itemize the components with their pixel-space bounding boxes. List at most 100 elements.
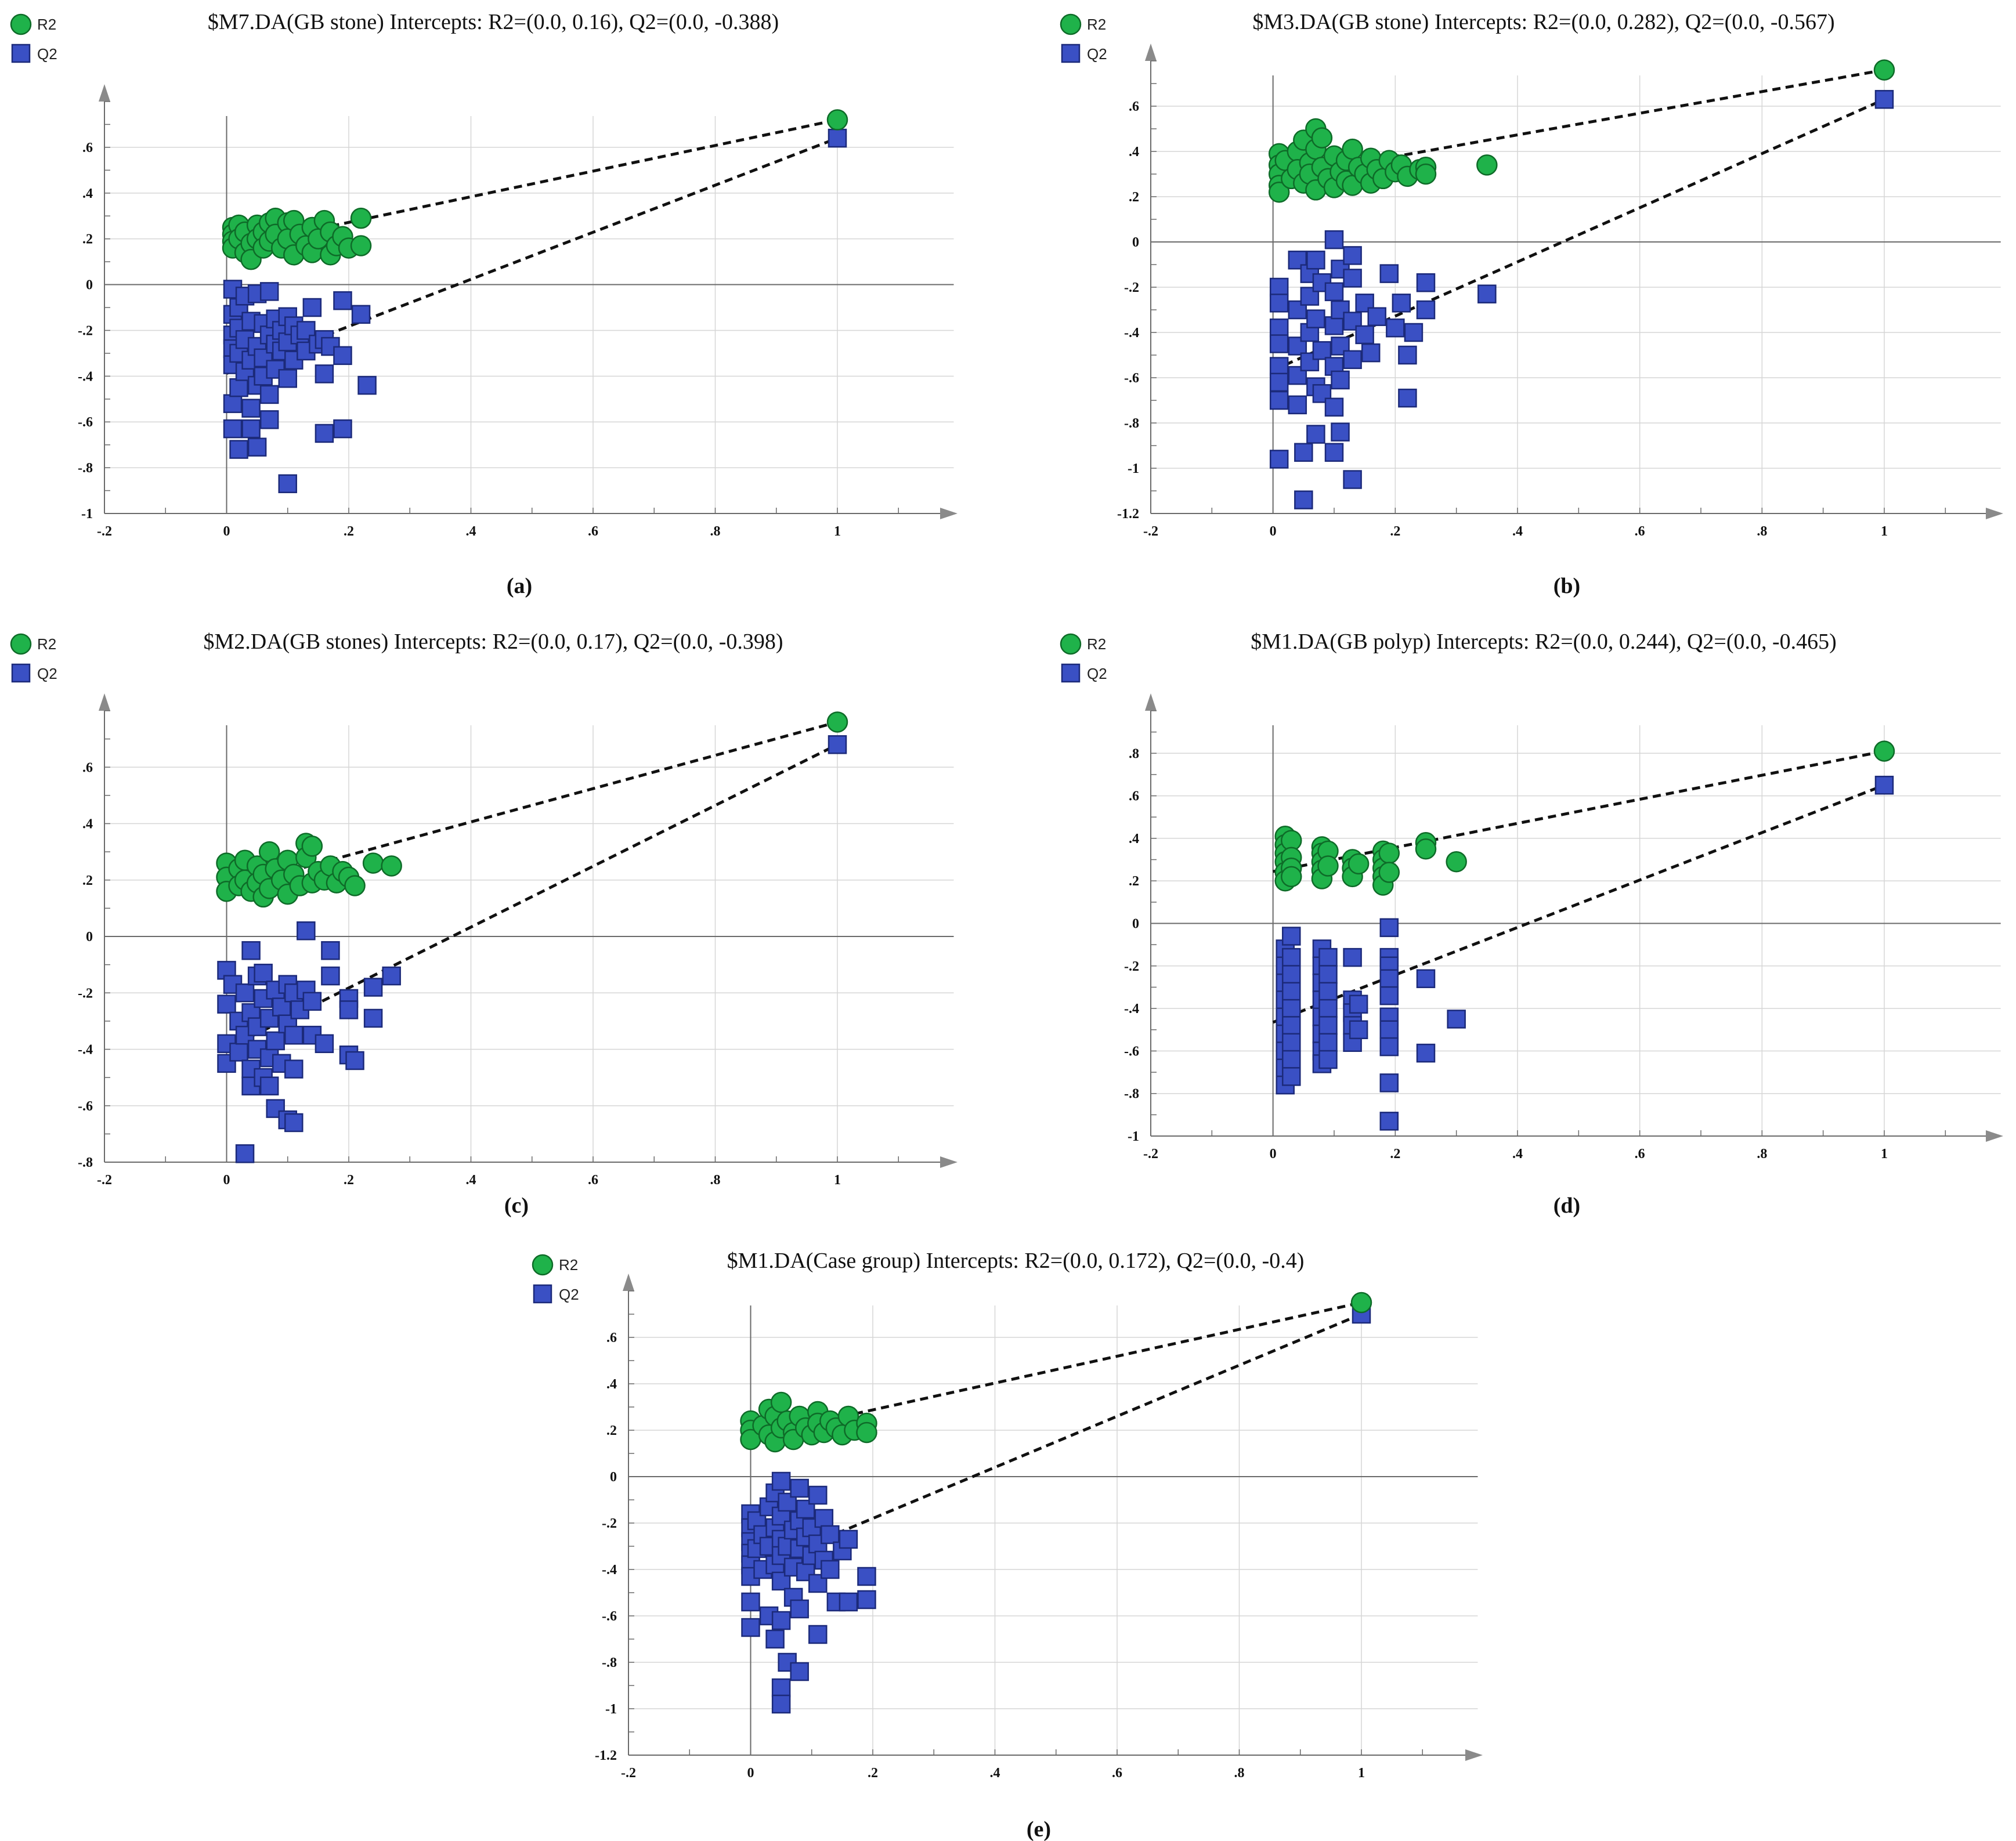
grid xyxy=(104,725,954,1162)
q2-point xyxy=(771,1471,791,1491)
q2-point xyxy=(1379,918,1399,938)
q2-point xyxy=(284,1113,304,1133)
y-tick-label: -.6 xyxy=(1124,1044,1139,1059)
legend-r2-label: R2 xyxy=(37,16,56,33)
q2-point xyxy=(302,298,322,317)
q2-point xyxy=(1318,947,1338,967)
y-tick-label: .6 xyxy=(1129,789,1139,804)
x-tick-label: 1 xyxy=(1358,1766,1365,1781)
r2-point xyxy=(1415,163,1437,185)
legend-r2-marker xyxy=(10,633,32,655)
x-axis-arrow-icon xyxy=(1465,1749,1483,1761)
q2-point xyxy=(1379,986,1399,1006)
q2-point xyxy=(345,1051,364,1070)
y-tick-label: .6 xyxy=(82,760,93,775)
legend: R2 Q2 xyxy=(1060,633,1107,683)
chart-panel-e: $M1.DA(Case group) Intercepts: R2=(0.0, … xyxy=(532,1249,1483,1841)
q2-point xyxy=(1404,323,1424,342)
legend-r2-marker xyxy=(10,13,32,35)
q2-point xyxy=(333,419,352,439)
x-tick-label: .6 xyxy=(1635,1146,1645,1162)
q2-point xyxy=(741,1618,760,1637)
q2-point xyxy=(1269,294,1289,313)
q2-point xyxy=(1379,264,1399,283)
q2-point xyxy=(771,1694,791,1714)
q2-point xyxy=(1324,397,1344,417)
legend-q2-label: Q2 xyxy=(37,665,57,682)
q2-point xyxy=(1361,343,1381,363)
q2-point xyxy=(229,378,248,397)
y-tick-label: .2 xyxy=(82,873,93,888)
y-tick-label: .6 xyxy=(1129,99,1139,114)
q2-point xyxy=(1416,969,1436,989)
x-tick-label: .4 xyxy=(466,524,476,539)
y-tick-label: 0 xyxy=(610,1470,617,1485)
q2-point xyxy=(1288,395,1307,415)
y-tick-label: -.6 xyxy=(1124,371,1139,386)
q2-point xyxy=(315,1034,334,1054)
q2-point xyxy=(1282,927,1301,946)
y-tick-label: .8 xyxy=(1129,746,1139,761)
y-tick-label: 0 xyxy=(86,278,93,293)
y-tick-label: -.2 xyxy=(78,986,93,1001)
q2-series xyxy=(1276,776,1894,1131)
y-tick-label: -.6 xyxy=(78,1099,93,1114)
x-tick-label: .2 xyxy=(344,524,354,539)
q2-point xyxy=(1269,450,1289,469)
chart-title: $M7.DA(GB stone) Intercepts: R2=(0.0, 0.… xyxy=(208,10,779,34)
q2-point xyxy=(284,1059,304,1079)
q2-point xyxy=(1269,318,1289,338)
r2-point xyxy=(1415,838,1437,860)
q2-point xyxy=(1379,1112,1399,1131)
y-tick-label: -.4 xyxy=(78,369,93,384)
r2-point xyxy=(1347,853,1370,875)
x-tick-label: .8 xyxy=(1757,1146,1767,1162)
y-tick-label: .2 xyxy=(606,1423,617,1438)
x-tick-label: .6 xyxy=(588,1173,598,1188)
y-tick-label: -1 xyxy=(1128,461,1139,476)
q2-point xyxy=(1416,273,1436,292)
y-tick-label: -1.2 xyxy=(595,1748,617,1763)
legend: R2 Q2 xyxy=(10,13,57,63)
q2-point xyxy=(1398,388,1417,408)
r2-series xyxy=(1274,740,1895,896)
r2-regression-line xyxy=(750,1301,1362,1438)
q2-point xyxy=(1331,337,1350,356)
y-axis-arrow-icon xyxy=(623,1274,634,1291)
x-tick-label: .4 xyxy=(990,1766,1000,1781)
y-tick-label: .4 xyxy=(1129,144,1139,160)
q2-point xyxy=(821,1525,840,1545)
q2-point xyxy=(259,410,279,429)
x-tick-label: -.2 xyxy=(97,1173,112,1188)
y-tick-label: .6 xyxy=(82,140,93,155)
q2-point xyxy=(741,1592,760,1612)
q2-point xyxy=(302,992,322,1011)
q2-point xyxy=(1379,1020,1399,1039)
y-tick-label: .6 xyxy=(606,1330,617,1346)
q2-point xyxy=(223,394,243,413)
y-tick-label: -.8 xyxy=(78,1155,93,1170)
x-tick-label: .8 xyxy=(710,524,721,539)
legend: R2 Q2 xyxy=(532,1254,579,1304)
r2-series xyxy=(216,711,848,908)
x-tick-label: 0 xyxy=(747,1766,754,1781)
legend-q2-label: Q2 xyxy=(559,1286,579,1303)
q2-point xyxy=(1874,90,1894,109)
q2-point xyxy=(217,994,236,1014)
x-axis-arrow-icon xyxy=(940,1156,958,1168)
q2-series xyxy=(217,735,847,1163)
q2-point xyxy=(1343,246,1362,265)
q2-point xyxy=(839,1529,858,1549)
q2-point xyxy=(1379,1037,1399,1057)
q2-point xyxy=(1349,1020,1368,1039)
x-tick-label: .4 xyxy=(1512,1146,1523,1162)
chart-title: $M2.DA(GB stones) Intercepts: R2=(0.0, 0… xyxy=(203,630,783,654)
r2-point xyxy=(1350,1292,1372,1314)
q2-point xyxy=(284,1025,304,1045)
y-tick-label: -.4 xyxy=(78,1043,93,1058)
r2-point xyxy=(1446,851,1467,873)
y-tick-label: -1 xyxy=(1128,1129,1139,1144)
x-tick-label: .8 xyxy=(1757,524,1767,539)
chart-panel-c: $M2.DA(GB stones) Intercepts: R2=(0.0, 0… xyxy=(10,630,958,1218)
